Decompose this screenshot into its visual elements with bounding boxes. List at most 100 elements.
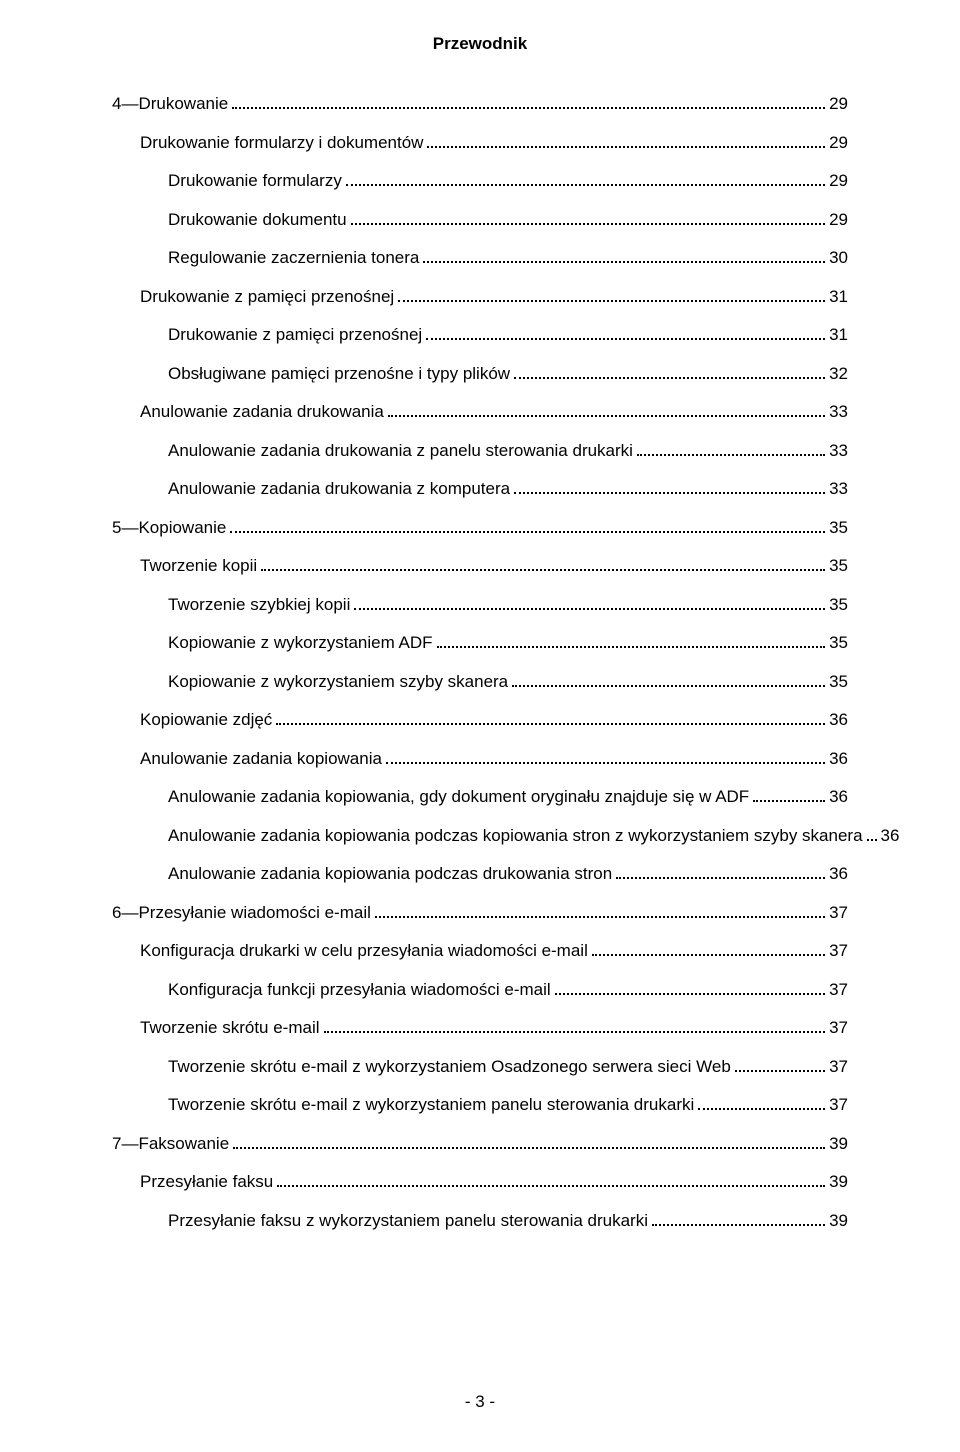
toc-dot-leader (753, 800, 825, 802)
toc-entry: 5—Kopiowanie 35 (112, 519, 848, 536)
toc-entry-label: Drukowanie z pamięci przenośnej (168, 326, 422, 343)
toc-entry-label: Konfiguracja funkcji przesyłania wiadomo… (168, 981, 551, 998)
toc-entry-label: Kopiowanie z wykorzystaniem ADF (168, 634, 433, 651)
toc-entry: Anulowanie zadania drukowania 33 (140, 403, 848, 420)
page-footer: - 3 - (0, 1392, 960, 1412)
toc-entry: Konfiguracja drukarki w celu przesyłania… (140, 942, 848, 959)
toc-entry: Tworzenie skrótu e-mail37 (140, 1019, 848, 1036)
toc-entry: Drukowanie z pamięci przenośnej31 (140, 288, 848, 305)
toc-entry-label: Tworzenie szybkiej kopii (168, 596, 350, 613)
toc-dot-leader (230, 531, 825, 533)
toc-entry-label: Tworzenie skrótu e-mail z wykorzystaniem… (168, 1096, 694, 1113)
toc-entry: Anulowanie zadania kopiowania podczas ko… (168, 827, 848, 844)
toc-entry: Anulowanie zadania kopiowania podczas dr… (168, 865, 848, 882)
toc-entry-label: Drukowanie z pamięci przenośnej (140, 288, 394, 305)
toc-entry-page: 37 (829, 1096, 848, 1113)
toc-entry-page: 33 (829, 403, 848, 420)
toc-entry: Drukowanie z pamięci przenośnej31 (168, 326, 848, 343)
toc-entry-label: Anulowanie zadania kopiowania, gdy dokum… (168, 788, 749, 805)
toc-entry-page: 35 (829, 519, 848, 536)
toc-entry-page: 39 (829, 1173, 848, 1190)
toc-dot-leader (555, 993, 825, 995)
toc-entry-label: Drukowanie dokumentu (168, 211, 347, 228)
toc-dot-leader (351, 223, 825, 225)
toc-entry-page: 35 (829, 557, 848, 574)
toc-entry: Anulowanie zadania drukowania z panelu s… (168, 442, 848, 459)
toc-entry-label: Kopiowanie zdjęć (140, 711, 272, 728)
toc-entry-label: 6—Przesyłanie wiadomości e-mail (112, 904, 371, 921)
toc-entry-label: 5—Kopiowanie (112, 519, 226, 536)
toc-entry-page: 29 (829, 134, 848, 151)
toc-entry-label: Anulowanie zadania kopiowania podczas dr… (168, 865, 612, 882)
toc-entry-label: Regulowanie zaczernienia tonera (168, 249, 419, 266)
toc-dot-leader (423, 261, 825, 263)
toc-entry-label: Przesyłanie faksu (140, 1173, 273, 1190)
toc-entry: Drukowanie formularzy i dokumentów 29 (140, 134, 848, 151)
toc-dot-leader (437, 646, 826, 648)
toc-entry-label: Konfiguracja drukarki w celu przesyłania… (140, 942, 588, 959)
toc-entry-label: Obsługiwane pamięci przenośne i typy pli… (168, 365, 510, 382)
toc-dot-leader (735, 1070, 825, 1072)
toc-dot-leader (592, 954, 825, 956)
toc-entry: Anulowanie zadania drukowania z komputer… (168, 480, 848, 497)
toc-entry-label: Tworzenie kopii (140, 557, 257, 574)
toc-entry: Przesyłanie faksu 39 (140, 1173, 848, 1190)
toc-entry-label: Anulowanie zadania drukowania (140, 403, 384, 420)
toc-dot-leader (512, 685, 825, 687)
toc-entry: Anulowanie zadania kopiowania, gdy dokum… (168, 788, 848, 805)
toc-entry-page: 35 (829, 634, 848, 651)
toc-dot-leader (426, 338, 825, 340)
toc-dot-leader (346, 184, 825, 186)
toc-entry-page: 35 (829, 596, 848, 613)
toc-entry-label: 7—Faksowanie (112, 1135, 229, 1152)
toc-entry: Drukowanie dokumentu 29 (168, 211, 848, 228)
toc-dot-leader (514, 492, 825, 494)
page-header-title: Przewodnik (112, 34, 848, 54)
toc-entry-page: 39 (829, 1212, 848, 1229)
toc-dot-leader (276, 723, 825, 725)
toc-dot-leader (324, 1031, 826, 1033)
toc-entry-page: 37 (829, 942, 848, 959)
toc-dot-leader (388, 415, 825, 417)
toc-entry-label: Anulowanie zadania kopiowania (140, 750, 382, 767)
toc-entry: Anulowanie zadania kopiowania36 (140, 750, 848, 767)
table-of-contents: 4—Drukowanie29Drukowanie formularzy i do… (112, 95, 848, 1229)
toc-entry-label: Anulowanie zadania kopiowania podczas ko… (168, 827, 863, 844)
toc-entry: Drukowanie formularzy29 (168, 172, 848, 189)
toc-dot-leader (386, 762, 825, 764)
toc-dot-leader (233, 1147, 825, 1149)
toc-entry-page: 35 (829, 673, 848, 690)
toc-entry: 4—Drukowanie 29 (112, 95, 848, 112)
toc-dot-leader (375, 916, 825, 918)
toc-entry-label: Anulowanie zadania drukowania z komputer… (168, 480, 510, 497)
toc-entry-page: 36 (829, 865, 848, 882)
toc-entry: Kopiowanie z wykorzystaniem szyby skaner… (168, 673, 848, 690)
toc-dot-leader (232, 107, 825, 109)
toc-dot-leader (277, 1185, 825, 1187)
toc-entry-page: 29 (829, 95, 848, 112)
toc-dot-leader (354, 608, 825, 610)
toc-entry: Tworzenie szybkiej kopii 35 (168, 596, 848, 613)
toc-entry-page: 29 (829, 211, 848, 228)
toc-dot-leader (427, 146, 825, 148)
toc-entry: Tworzenie skrótu e-mail z wykorzystaniem… (168, 1058, 848, 1075)
toc-entry: 7—Faksowanie 39 (112, 1135, 848, 1152)
toc-entry-label: Drukowanie formularzy i dokumentów (140, 134, 423, 151)
toc-entry: Obsługiwane pamięci przenośne i typy pli… (168, 365, 848, 382)
toc-entry-label: Tworzenie skrótu e-mail z wykorzystaniem… (168, 1058, 731, 1075)
toc-dot-leader (867, 839, 877, 841)
toc-entry: Przesyłanie faksu z wykorzystaniem panel… (168, 1212, 848, 1229)
toc-entry-page: 33 (829, 480, 848, 497)
toc-entry-page: 36 (829, 788, 848, 805)
toc-entry-page: 30 (829, 249, 848, 266)
toc-entry: Konfiguracja funkcji przesyłania wiadomo… (168, 981, 848, 998)
toc-entry: Tworzenie skrótu e-mail z wykorzystaniem… (168, 1096, 848, 1113)
toc-entry: Tworzenie kopii 35 (140, 557, 848, 574)
toc-entry: Regulowanie zaczernienia tonera 30 (168, 249, 848, 266)
toc-entry-page: 29 (829, 172, 848, 189)
toc-entry-label: 4—Drukowanie (112, 95, 228, 112)
toc-entry-label: Anulowanie zadania drukowania z panelu s… (168, 442, 633, 459)
toc-entry-page: 39 (829, 1135, 848, 1152)
toc-entry-page: 36 (881, 827, 900, 844)
toc-entry-label: Tworzenie skrótu e-mail (140, 1019, 320, 1036)
